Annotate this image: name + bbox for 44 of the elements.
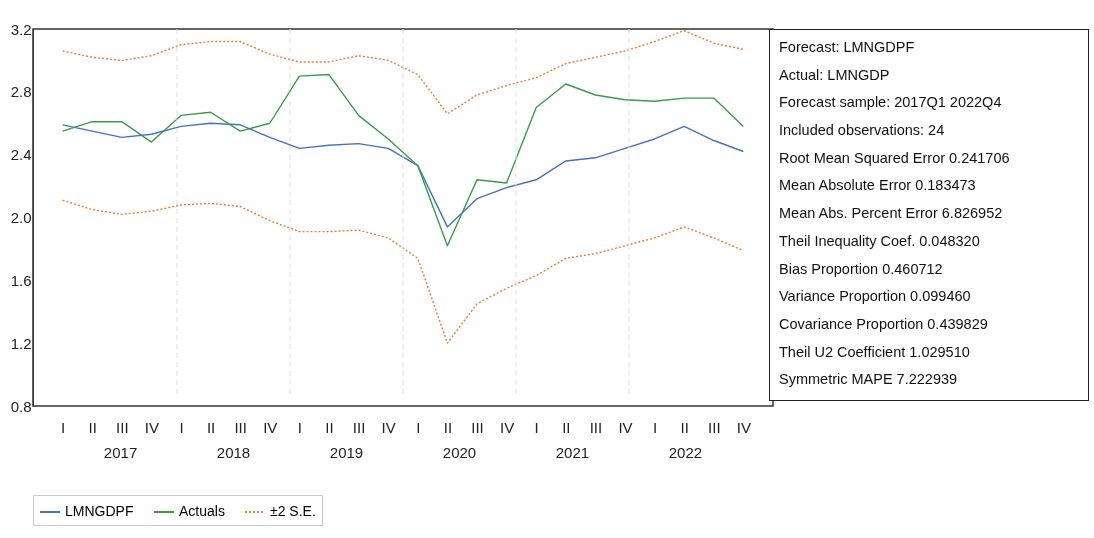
x-tick-label: III [352,418,366,436]
y-tick-label: 3.2 [10,20,32,38]
x-tick-label: III [708,418,721,436]
y-tick-label: 1.2 [10,334,32,352]
text: 2020 [442,444,477,461]
x-tick-label: I [416,418,421,436]
x-tick-label: II [680,418,689,436]
text: 2017 [103,444,138,461]
y-tick-label: 2.0 [10,209,32,226]
y-tick-label: 0.8 [10,397,32,415]
x-tick-label: I [61,418,66,436]
text: 2019 [329,444,364,461]
x-tick-label: IV [381,418,396,436]
legend-label: Actuals [179,503,225,519]
x-tick-label: I [653,418,658,436]
x-tick-label: II [88,418,97,436]
y-tick-label: 1.6 [10,271,32,289]
x-tick-label: IV [618,418,633,436]
line-series [61,122,745,228]
text: 2018 [216,444,251,461]
x-tick-label: I [179,418,184,436]
x-tick-label: I [297,418,302,436]
x-tick-label: II [206,418,216,436]
line-series [61,73,745,247]
x-tick-label: III [471,418,484,436]
text: 2022 [668,444,703,461]
legend-label: ±2 S.E. [270,503,316,519]
x-tick-label: III [116,418,129,436]
x-tick-label: IV [144,418,159,436]
legend-label: LMNGDPF [65,503,134,519]
text: 2021 [555,444,590,461]
line-series [61,29,745,115]
x-tick-label: IV [736,418,751,436]
x-tick-label: II [562,418,571,436]
y-tick-label: 2.4 [10,146,32,164]
x-tick-label: I [534,418,539,436]
x-tick-label: III [234,418,247,436]
x-tick-label: II [325,418,334,436]
statistics-table: Forecast: LMNGDPF Actual: LMNGDP Forecast sample: 2017Q1 2022Q4 Included observations: 24 Root Mean Squared Error 0.241706 Mean Absolute Error 0.183473 Mean Abs. Percent Error 6.826952 Theil Inequality Coef. 0.048320 Bias Proportion 0.460712 Variance Proportion 0.099460 Covariance Proportion 0.439829 Theil U2 Coefficient 1.029510 Symmetric MAPE 7.222939 [769,29,1089,401]
x-tick-label: IV [263,418,278,436]
y-tick-label: 2.8 [10,83,32,101]
x-tick-label: IV [500,418,515,436]
x-tick-label: III [589,418,603,436]
x-tick-label: II [443,418,453,436]
